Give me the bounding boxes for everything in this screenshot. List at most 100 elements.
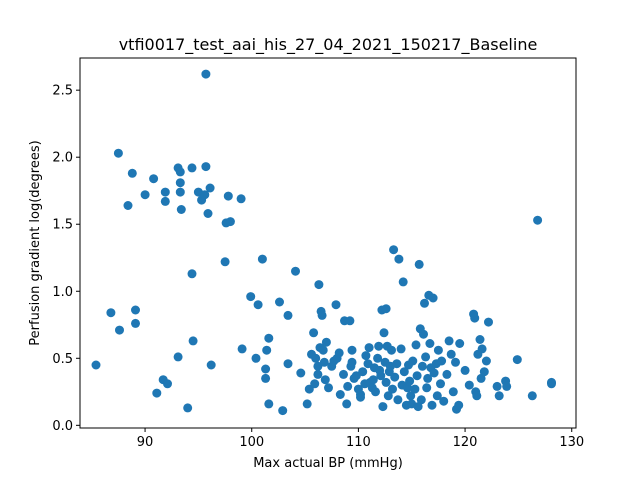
data-point	[175, 187, 185, 197]
data-point	[334, 348, 344, 358]
data-point	[416, 395, 426, 405]
data-point	[476, 373, 486, 383]
y-tick-label: 2.5	[52, 84, 73, 99]
data-point	[113, 148, 123, 158]
data-point	[381, 304, 391, 314]
data-point	[123, 201, 133, 210]
x-tick-label: 120	[453, 435, 478, 450]
data-point	[398, 277, 408, 287]
data-point	[439, 396, 449, 406]
data-point	[149, 174, 159, 184]
x-tick-label: 100	[239, 435, 264, 450]
data-point	[436, 379, 445, 389]
data-point	[423, 373, 433, 383]
data-point	[460, 365, 470, 375]
data-point	[408, 356, 418, 366]
data-point	[446, 349, 456, 359]
y-axis-label: Perfusion gradient log(degrees)	[28, 140, 43, 345]
data-point	[420, 298, 429, 308]
data-point	[419, 329, 428, 339]
data-point	[302, 399, 312, 409]
data-point	[412, 371, 422, 381]
data-point	[481, 356, 491, 366]
data-point	[131, 318, 140, 328]
y-tick-label: 1.5	[52, 218, 73, 233]
data-point	[237, 344, 247, 354]
data-point	[454, 400, 464, 410]
data-point	[368, 375, 378, 385]
data-point	[106, 308, 116, 318]
data-point	[363, 359, 373, 369]
data-point	[187, 269, 197, 279]
data-point	[283, 310, 293, 320]
data-point	[464, 380, 474, 390]
data-point	[313, 361, 323, 371]
data-point	[381, 377, 391, 387]
data-point	[173, 352, 183, 362]
data-point	[414, 259, 424, 269]
data-point	[200, 190, 210, 200]
data-point	[314, 280, 324, 290]
data-point	[533, 215, 543, 225]
data-point	[492, 381, 502, 391]
data-point	[251, 353, 261, 363]
data-point	[455, 339, 465, 348]
data-point	[527, 391, 537, 401]
data-point	[502, 381, 512, 391]
data-point	[175, 167, 185, 177]
data-point	[378, 402, 388, 412]
data-point	[484, 317, 493, 327]
data-point	[347, 357, 357, 367]
data-point	[433, 345, 443, 355]
data-point	[547, 377, 556, 387]
data-point	[479, 367, 489, 377]
data-point	[388, 384, 397, 394]
x-tick-label: 90	[137, 435, 154, 450]
data-point	[127, 168, 137, 178]
data-point	[394, 254, 404, 264]
data-point	[390, 372, 400, 382]
data-point	[376, 371, 386, 381]
data-point	[429, 368, 439, 378]
data-points	[91, 69, 556, 416]
data-point	[448, 387, 458, 397]
chart-title: vtfi0017_test_aai_his_27_04_2021_150217_…	[119, 35, 538, 55]
data-point	[246, 292, 256, 302]
data-point	[188, 336, 198, 346]
data-point	[176, 205, 186, 214]
data-point	[220, 257, 230, 267]
data-point	[379, 328, 389, 338]
data-point	[320, 375, 330, 385]
data-point	[321, 337, 331, 347]
data-point	[335, 390, 345, 399]
data-point	[373, 353, 383, 363]
data-point	[318, 345, 328, 355]
data-point	[392, 359, 402, 369]
data-point	[361, 351, 371, 361]
data-point	[309, 328, 319, 338]
data-point	[472, 391, 482, 401]
data-point	[422, 383, 432, 393]
data-point	[339, 369, 348, 379]
data-point	[371, 387, 380, 397]
data-point	[410, 384, 420, 394]
data-point	[225, 217, 235, 227]
data-point	[313, 369, 323, 379]
data-point	[475, 335, 485, 344]
data-point	[311, 353, 321, 363]
data-point	[343, 381, 353, 391]
data-point	[262, 345, 272, 355]
x-axis-label: Max actual BP (mmHg)	[253, 456, 403, 471]
data-point	[203, 209, 213, 218]
data-point	[310, 379, 320, 389]
data-point	[201, 162, 211, 172]
y-tick-label: 2.0	[52, 151, 73, 166]
data-point	[261, 364, 271, 374]
data-point	[115, 325, 124, 335]
data-point	[512, 355, 522, 365]
data-point	[387, 345, 396, 355]
data-point	[425, 339, 435, 348]
data-point	[405, 376, 415, 386]
data-point	[187, 163, 197, 173]
x-tick-label: 130	[559, 435, 584, 450]
